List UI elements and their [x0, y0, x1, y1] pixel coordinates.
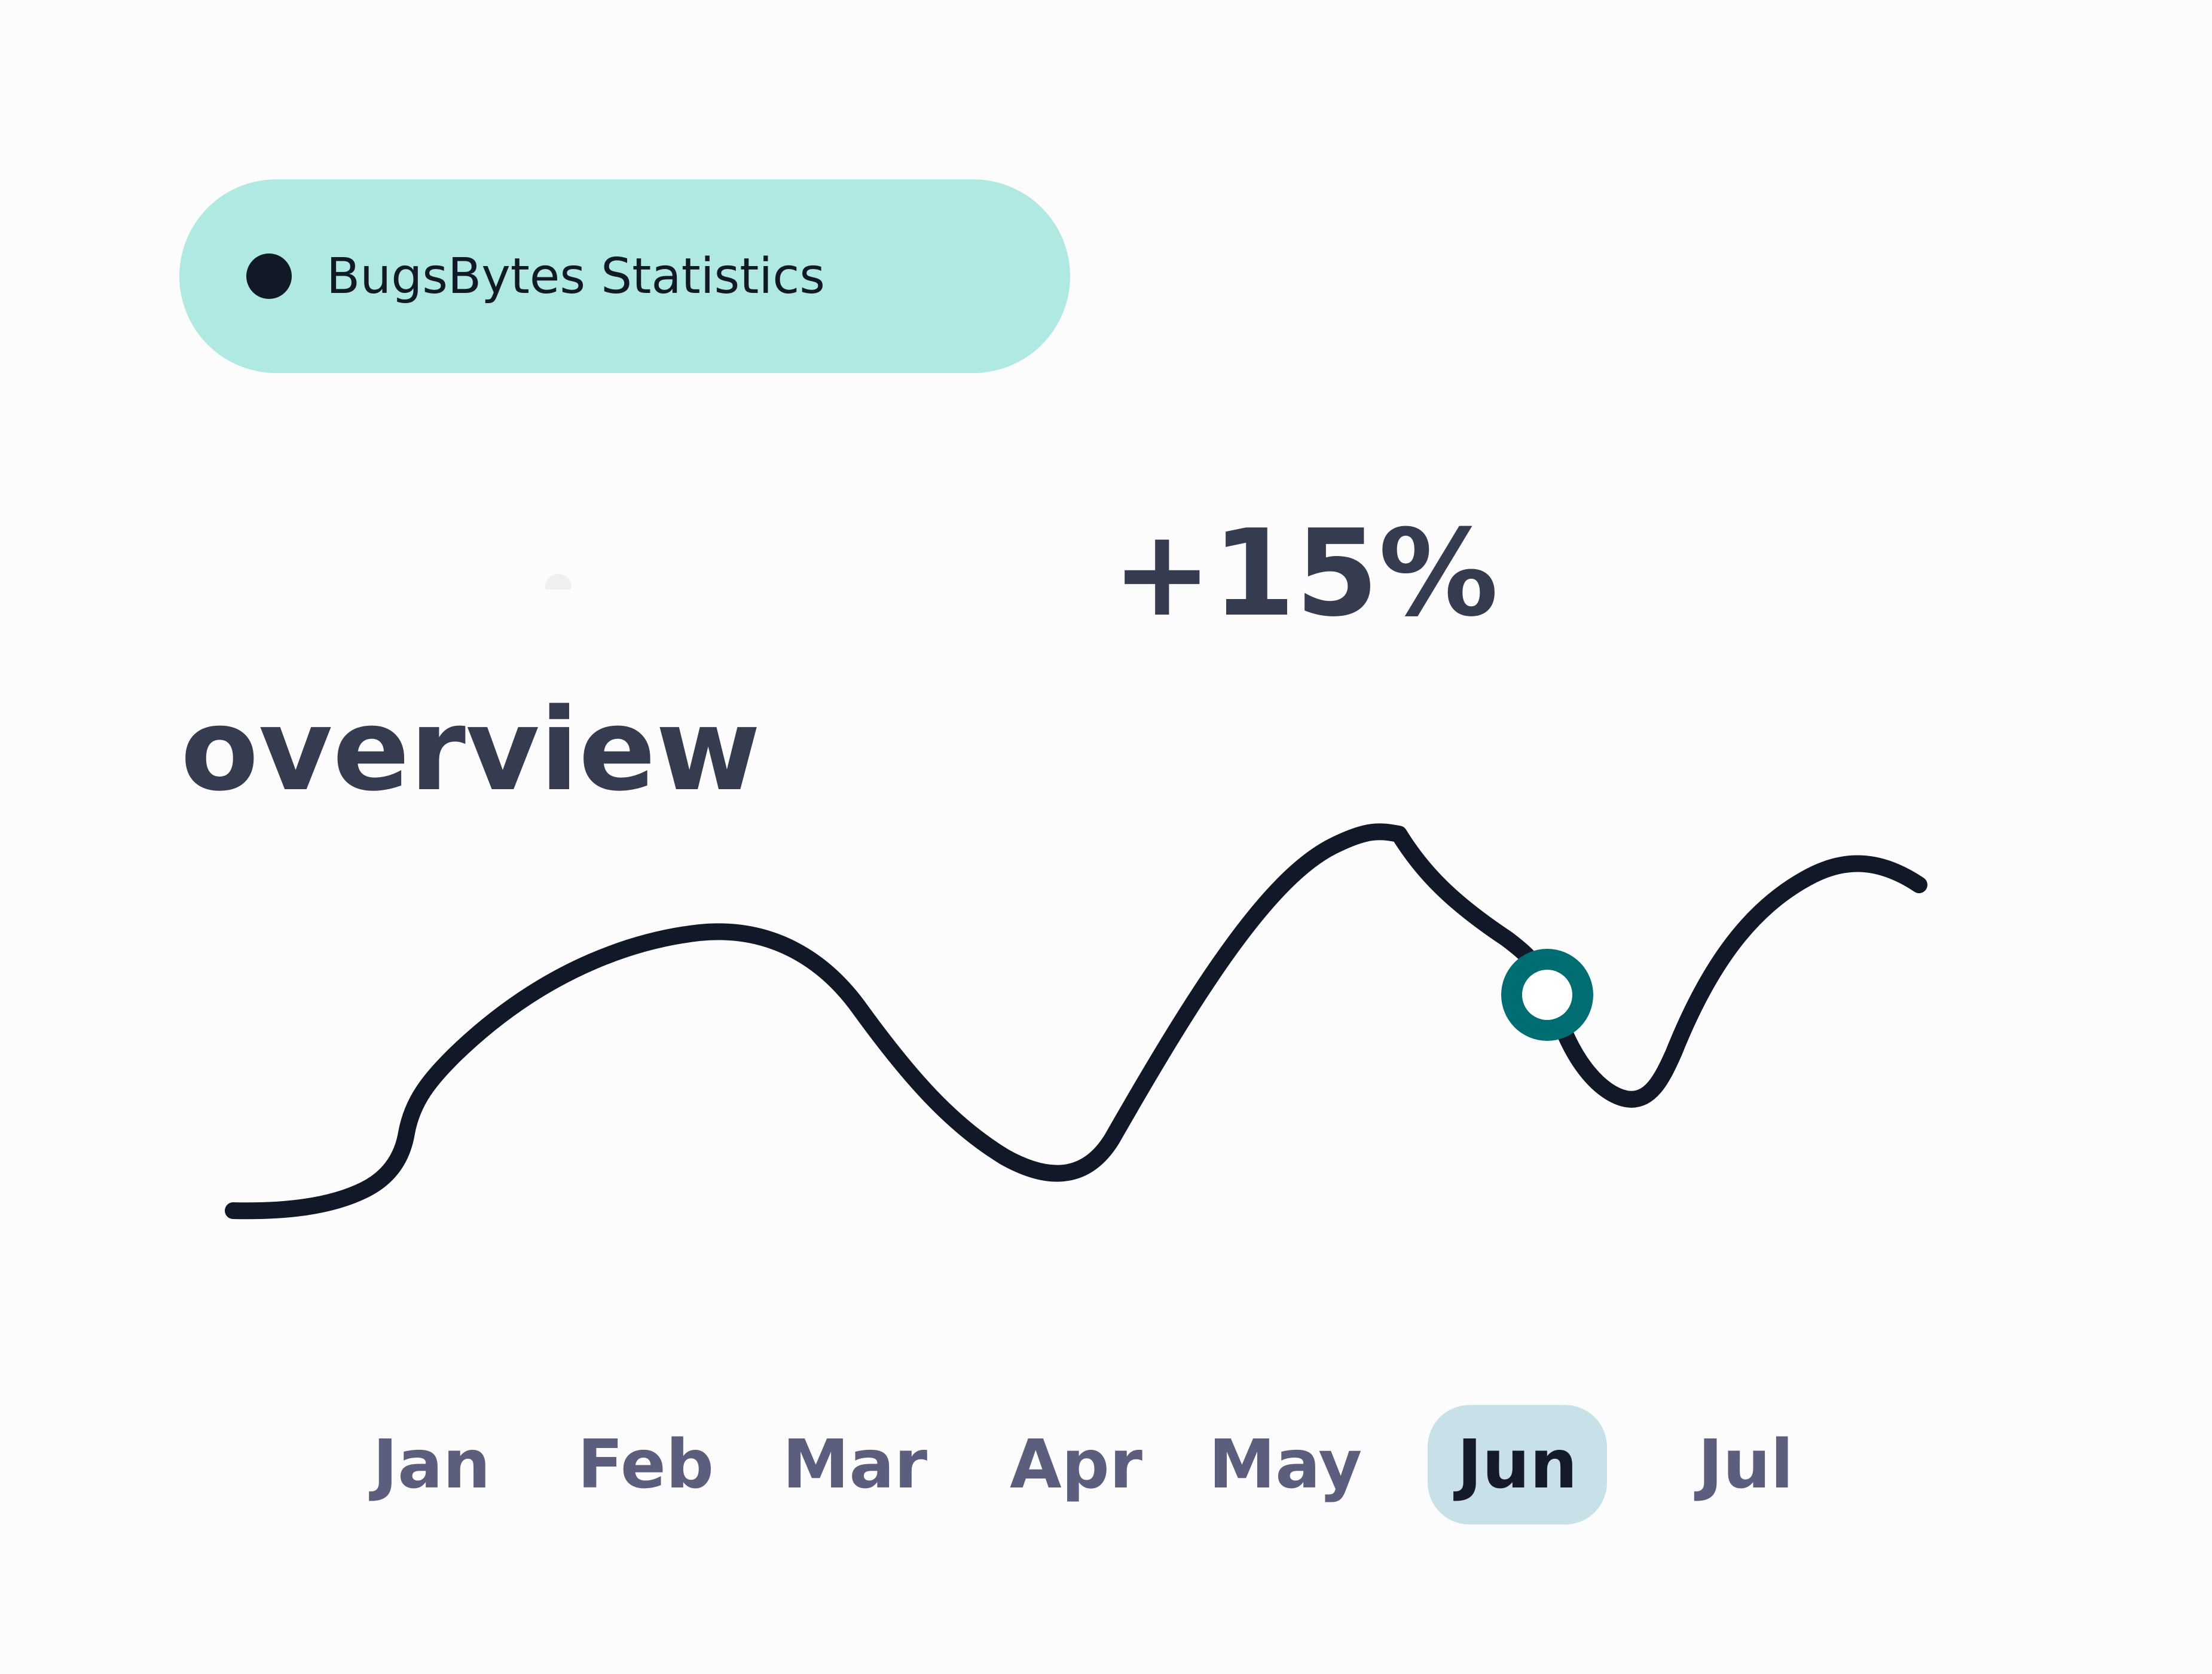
- month-tab-feb[interactable]: Feb: [577, 1426, 714, 1504]
- change-percentage: +15%: [1112, 504, 1499, 643]
- month-tab-jan[interactable]: Jan: [372, 1426, 491, 1504]
- trend-line: [225, 823, 1927, 1220]
- month-tab-may[interactable]: May: [1208, 1426, 1362, 1504]
- badge-label: BugsBytes Statistics: [326, 248, 826, 305]
- selected-point-center: [1522, 970, 1572, 1020]
- status-dot-icon: [246, 253, 292, 299]
- month-tab-mar[interactable]: Mar: [782, 1426, 928, 1504]
- month-tab-jul[interactable]: Jul: [1698, 1426, 1794, 1504]
- month-tab-apr[interactable]: Apr: [1009, 1426, 1143, 1504]
- month-tab-jun[interactable]: Jun: [1428, 1405, 1607, 1525]
- overview-title: overview: [181, 684, 761, 816]
- statistics-badge: BugsBytes Statistics: [179, 179, 1070, 373]
